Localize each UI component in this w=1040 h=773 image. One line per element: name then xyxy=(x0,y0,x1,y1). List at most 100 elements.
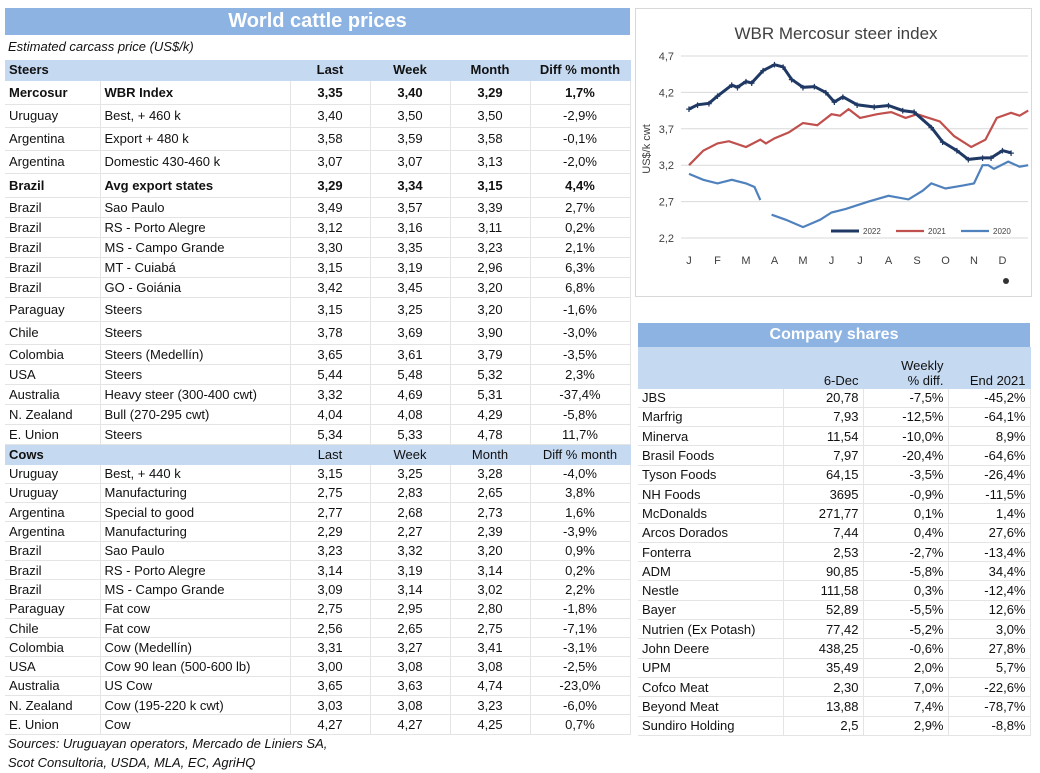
steers-row-cell: -2,9% xyxy=(530,104,631,128)
company-shares-table: 6-Dec Weekly % diff. End 2021 JBS 20,78 -7,5%… xyxy=(638,347,1031,736)
cows-row-cell: 4,27 xyxy=(370,714,451,735)
steers-row-cell: 5,44 xyxy=(290,364,371,385)
steers-row-cell: 3,32 xyxy=(290,384,371,405)
y-tick-label: 2,7 xyxy=(659,197,674,209)
cows-row: Brazil RS - Porto Alegre 3,14 3,19 3,14 0,2% xyxy=(5,560,631,581)
steers-row-cell: 3,35 xyxy=(290,80,371,105)
shares-row: Tyson Foods 64,15 -3,5% -26,4% xyxy=(638,465,1031,485)
steers-row-cell: Avg export states xyxy=(100,173,291,198)
cows-row-cell: 3,14 xyxy=(290,560,371,581)
cows-row-cell: -4,0% xyxy=(530,464,631,484)
shares-row-cell: -64,6% xyxy=(948,445,1031,466)
x-tick-label: F xyxy=(714,255,721,267)
shares-row: Nestle 111,58 0,3% -12,4% xyxy=(638,580,1031,601)
cows-row-cell: -23,0% xyxy=(530,676,631,697)
shares-row-cell: 1,4% xyxy=(948,503,1031,524)
y-tick-label: 4,7 xyxy=(659,51,674,63)
steers-row-cell: 3,61 xyxy=(370,344,451,365)
shares-row-cell: 64,15 xyxy=(783,465,864,485)
y-axis-label: US$/k cwt xyxy=(641,124,653,174)
steers-row-cell: WBR Index xyxy=(100,80,291,105)
cows-row-cell: 3,14 xyxy=(370,579,451,600)
shares-row-cell: -10,0% xyxy=(863,426,949,447)
shares-row-cell: -5,8% xyxy=(863,561,949,582)
shares-row-cell: Tyson Foods xyxy=(638,465,784,485)
cows-row-cell: 3,31 xyxy=(290,637,371,658)
steers-row-cell: Australia xyxy=(5,384,101,405)
cows-row-cell: 2,29 xyxy=(290,521,371,542)
cows-row: Colombia Cow (Medellín) 3,31 3,27 3,41 -3,1% xyxy=(5,637,631,658)
steers-header: Steers Last Week Month Diff % month xyxy=(5,60,631,81)
cows-header-cell: Week xyxy=(370,444,451,465)
shares-row-cell: Cofco Meat xyxy=(638,677,784,698)
cows-row-cell: 3,20 xyxy=(450,541,531,561)
steers-row-cell: 3,35 xyxy=(370,237,451,258)
shares-row-cell: -7,5% xyxy=(863,388,949,408)
shares-row-cell: -64,1% xyxy=(948,407,1031,428)
cows-row-cell: 2,2% xyxy=(530,579,631,600)
cows-row-cell: 3,08 xyxy=(450,656,531,677)
steers-row-cell: Brazil xyxy=(5,277,101,298)
cows-row-cell: MS - Campo Grande xyxy=(100,579,291,600)
shares-header: 6-Dec Weekly % diff. End 2021 xyxy=(638,347,1031,389)
series-2021-line xyxy=(688,107,1029,166)
cows-row-cell: 3,09 xyxy=(290,579,371,600)
shares-row-cell: -12,5% xyxy=(863,407,949,428)
cows-row-cell: Special to good xyxy=(100,502,291,523)
cows-row-cell: 2,73 xyxy=(450,502,531,523)
steers-row-cell: 3,40 xyxy=(290,104,371,128)
steers-row-cell: 3,07 xyxy=(290,150,371,174)
shares-row-cell: 7,4% xyxy=(863,696,949,717)
shares-row-cell: 8,9% xyxy=(948,426,1031,447)
cows-row-cell: Argentina xyxy=(5,502,101,523)
steers-row-cell: Heavy steer (300-400 cwt) xyxy=(100,384,291,405)
steers-row-cell: 0,2% xyxy=(530,217,631,238)
shares-row-cell: -0,9% xyxy=(863,484,949,505)
shares-row: Beyond Meat 13,88 7,4% -78,7% xyxy=(638,696,1031,717)
shares-row-cell: Sundiro Holding xyxy=(638,716,784,736)
x-tick-label: J xyxy=(686,255,692,267)
steers-row-cell: 3,57 xyxy=(370,197,451,218)
shares-row-cell: 52,89 xyxy=(783,600,864,621)
steers-row-cell: Domestic 430-460 k xyxy=(100,150,291,174)
steers-row-cell: Argentina xyxy=(5,150,101,174)
steers-row-cell: 3,59 xyxy=(370,127,451,151)
steers-row-cell: -37,4% xyxy=(530,384,631,405)
shares-row-cell: 3695 xyxy=(783,484,864,505)
cows-row: E. Union Cow 4,27 4,27 4,25 0,7% xyxy=(5,714,631,735)
page-title: World cattle prices xyxy=(5,8,630,35)
shares-row-cell: -13,4% xyxy=(948,542,1031,563)
steers-row-cell: Best, + 460 k xyxy=(100,104,291,128)
steers-row-cell: MS - Campo Grande xyxy=(100,237,291,258)
cows-row-cell: 2,56 xyxy=(290,618,371,639)
cows-header-cell: Diff % month xyxy=(530,444,631,465)
shares-row-cell: -0,6% xyxy=(863,638,949,659)
shares-row-cell: 0,1% xyxy=(863,503,949,524)
steers-row-cell: GO - Goiánia xyxy=(100,277,291,298)
cows-row-cell: Cow (195-220 k cwt) xyxy=(100,695,291,716)
cows-row-cell: 0,7% xyxy=(530,714,631,735)
shares-row-cell: 7,97 xyxy=(783,445,864,466)
steers-row: E. Union Steers 5,34 5,33 4,78 11,7% xyxy=(5,424,631,445)
cows-row-cell: Uruguay xyxy=(5,464,101,484)
cows-row: N. Zealand Cow (195-220 k cwt) 3,03 3,08 3,2… xyxy=(5,695,631,716)
cows-header: Cows Last Week Month Diff % month xyxy=(5,444,631,465)
shares-header-cell: 6-Dec xyxy=(783,347,864,389)
shares-row: ADM 90,85 -5,8% 34,4% xyxy=(638,561,1031,582)
shares-row-cell: NH Foods xyxy=(638,484,784,505)
shares-row-cell: Nutrien (Ex Potash) xyxy=(638,619,784,640)
steers-row-cell: Brazil xyxy=(5,257,101,278)
cows-row: Uruguay Manufacturing 2,75 2,83 2,65 3,8% xyxy=(5,483,631,504)
cows-row-cell: USA xyxy=(5,656,101,677)
shares-row-cell: 12,6% xyxy=(948,600,1031,621)
steers-row-cell: E. Union xyxy=(5,424,101,445)
logo-icon xyxy=(1003,278,1009,284)
cows-row-cell: 3,00 xyxy=(290,656,371,677)
x-tick-label: O xyxy=(941,255,950,267)
sources-line-2: Scot Consultoria, USDA, MLA, EC, AgriHQ xyxy=(8,755,256,770)
steers-row-cell: 4,69 xyxy=(370,384,451,405)
steers-row-cell: -3,0% xyxy=(530,321,631,345)
steers-row: Brazil MT - Cuiabá 3,15 3,19 2,96 6,3% xyxy=(5,257,631,278)
steers-row-cell: 3,16 xyxy=(370,217,451,238)
shares-row-cell: -5,5% xyxy=(863,600,949,621)
